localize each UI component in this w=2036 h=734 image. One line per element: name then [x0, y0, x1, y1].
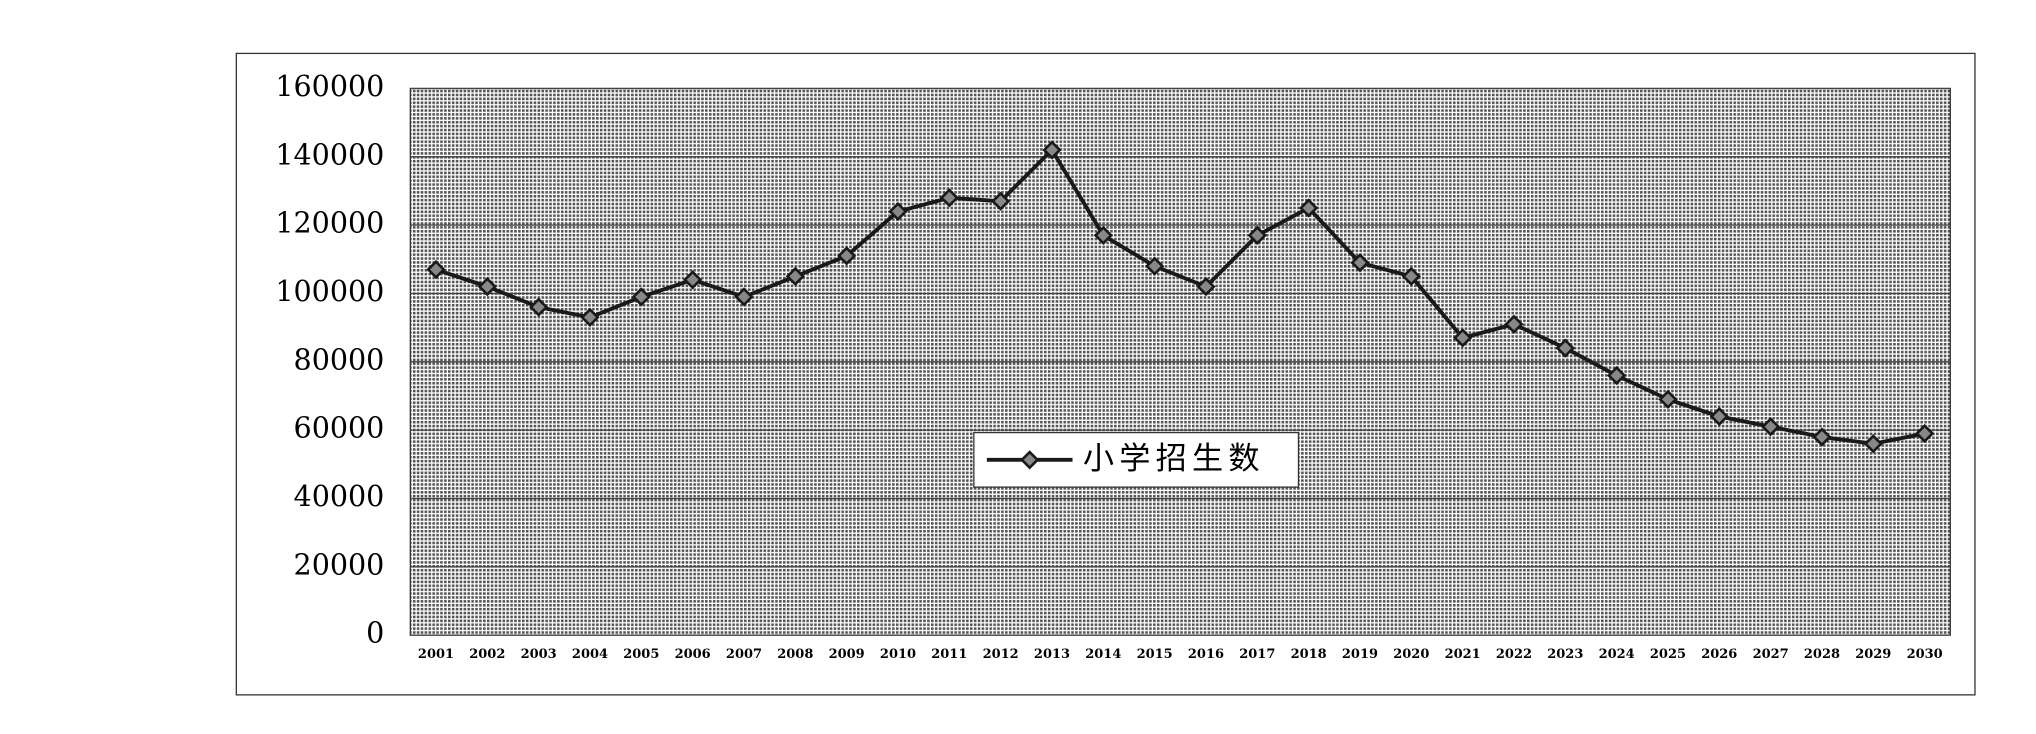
data-point	[1299, 198, 1319, 218]
x-tick-label: 2004	[572, 647, 608, 662]
x-tick-label: 2029	[1855, 647, 1891, 662]
x-tick-label: 2021	[1445, 647, 1481, 662]
x-tick-label: 2013	[1034, 647, 1070, 662]
x-tick-label: 2022	[1496, 647, 1532, 662]
data-point	[785, 266, 805, 287]
data-point	[1761, 417, 1781, 437]
y-tick-label: 0	[366, 616, 384, 650]
data-point	[580, 307, 600, 328]
data-point	[888, 201, 908, 222]
x-tick-label: 2008	[777, 647, 813, 662]
x-tick-label: 2010	[880, 647, 916, 662]
x-tick-label: 2012	[983, 647, 1019, 662]
x-tick-label: 2007	[726, 647, 762, 662]
data-point	[1658, 389, 1678, 410]
data-point	[1042, 140, 1062, 160]
data-point	[1555, 338, 1575, 358]
x-tick-label: 2024	[1599, 647, 1635, 662]
x-tick-label: 2027	[1753, 647, 1789, 662]
x-tick-label: 2026	[1701, 647, 1737, 662]
x-tick-label: 2015	[1137, 647, 1173, 662]
data-point	[1915, 423, 1935, 444]
data-point	[1607, 365, 1627, 386]
data-point	[1812, 427, 1832, 447]
x-tick-label: 2001	[418, 647, 454, 662]
data-point	[477, 277, 497, 297]
data-point	[1247, 225, 1267, 246]
x-tick-label: 2016	[1188, 647, 1224, 662]
data-point	[1196, 277, 1216, 297]
data-point	[1504, 314, 1524, 334]
x-tick-label: 2005	[623, 647, 659, 662]
x-tick-label: 2020	[1393, 647, 1429, 662]
x-tick-label: 2018	[1291, 647, 1327, 662]
data-point	[1401, 266, 1421, 287]
data-point	[939, 188, 959, 208]
x-tick-label: 2025	[1650, 647, 1686, 662]
data-point	[1350, 253, 1370, 273]
y-tick-label: 140000	[275, 137, 384, 171]
data-point	[1863, 434, 1883, 454]
data-point	[1453, 328, 1473, 348]
data-point	[1093, 225, 1113, 246]
data-point	[426, 259, 446, 280]
y-tick-label: 100000	[275, 274, 384, 308]
x-tick-label: 2017	[1239, 647, 1275, 662]
x-tick-label: 2011	[931, 647, 967, 662]
y-tick-label: 60000	[294, 411, 385, 445]
x-tick-label: 2019	[1342, 647, 1378, 662]
x-tick-label: 2009	[829, 647, 865, 662]
x-tick-label: 2014	[1085, 647, 1121, 662]
data-line	[435, 146, 1926, 446]
legend-label: 小学招生数	[1083, 441, 1265, 477]
x-tick-label: 2003	[521, 647, 557, 662]
data-point	[1709, 406, 1729, 427]
data-point	[837, 246, 857, 266]
y-tick-label: 120000	[275, 206, 384, 240]
y-tick-label: 40000	[294, 479, 385, 513]
data-point	[529, 297, 549, 317]
data-point	[683, 270, 703, 290]
x-tick-label: 2023	[1547, 647, 1583, 662]
y-tick-label: 80000	[294, 342, 385, 376]
x-tick-label: 2028	[1804, 647, 1840, 662]
x-tick-label: 2006	[675, 647, 711, 662]
x-tick-label: 2002	[469, 647, 505, 662]
y-tick-label: 20000	[294, 547, 385, 581]
data-point	[631, 287, 651, 307]
data-point	[1145, 256, 1165, 276]
x-tick-label: 2030	[1907, 647, 1943, 662]
data-point	[734, 287, 754, 307]
data-point	[991, 191, 1011, 211]
legend-marker	[1020, 450, 1040, 470]
y-tick-label: 160000	[275, 69, 384, 103]
